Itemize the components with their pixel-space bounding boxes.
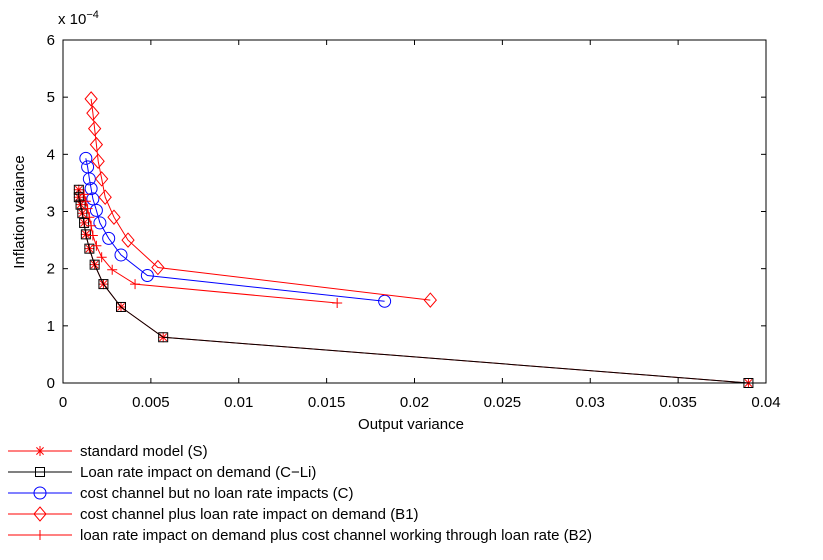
series-line-2	[78, 189, 749, 384]
y-axis-label: Inflation variance	[11, 155, 28, 268]
series-line-1	[78, 189, 749, 384]
plot-frame	[62, 39, 767, 384]
legend: standard model (S) Loan rate impact on de…	[8, 443, 592, 544]
legend-label: Loan rate impact on demand (C−Li)	[80, 464, 316, 481]
y-tick-label: 0	[47, 375, 55, 392]
data-point	[86, 192, 100, 206]
data-point	[81, 160, 95, 174]
data-point	[80, 196, 91, 207]
legend-item: cost channel plus loan rate impact on de…	[8, 506, 419, 523]
series-line-3	[85, 158, 385, 302]
legend-label: loan rate impact on demand plus cost cha…	[80, 527, 592, 544]
data-point	[158, 332, 169, 343]
data-point	[114, 248, 128, 262]
legend-item: standard model (S)	[8, 443, 208, 460]
legend-marker	[33, 486, 47, 500]
data-point	[332, 297, 343, 308]
data-point	[82, 203, 93, 214]
y-tick-label: 3	[47, 204, 55, 221]
data-point	[107, 209, 121, 225]
y-tick-label: 4	[47, 146, 55, 163]
y-scale-label: x 10−4	[58, 9, 99, 28]
data-point	[98, 189, 112, 205]
data-point	[73, 192, 84, 203]
legend-label: cost channel plus loan rate impact on de…	[80, 506, 419, 523]
legend-marker	[35, 467, 45, 477]
data-point	[84, 243, 95, 254]
x-tick-label: 0	[59, 394, 67, 411]
y-tick-label: 1	[47, 318, 55, 335]
legend-label: cost channel but no loan rate impacts (C…	[80, 485, 353, 502]
x-tick-label: 0.005	[132, 394, 170, 411]
axes: 0 0.005 0.01 0.015 0.02 0.025 0.03 0.035 0.04 0 1 2…	[47, 32, 781, 411]
data-point	[80, 229, 91, 240]
data-point	[93, 216, 107, 230]
legend-item: loan rate impact on demand plus cost cha…	[8, 527, 592, 544]
data-point	[96, 252, 107, 263]
series-2	[73, 184, 754, 388]
legend-item: cost channel but no loan rate impacts (C…	[8, 485, 353, 502]
y-scale-exponent: −4	[86, 9, 99, 21]
data-point	[95, 171, 109, 187]
x-tick-label: 0.035	[659, 394, 697, 411]
data-point	[91, 240, 102, 251]
data-point	[79, 189, 90, 200]
data-point	[73, 184, 84, 195]
x-tick-label: 0.015	[308, 394, 346, 411]
x-tick-label: 0.01	[224, 394, 253, 411]
data-point	[75, 199, 86, 210]
data-point	[89, 136, 104, 153]
data-point	[86, 105, 100, 121]
data-point	[86, 220, 97, 231]
series-1	[73, 184, 754, 388]
y-tick-label: 5	[47, 89, 55, 106]
data-point	[84, 212, 95, 223]
y-scale-base: x 10	[58, 11, 86, 28]
data-point	[378, 294, 392, 308]
legend-marker	[33, 506, 47, 522]
series-line-4	[90, 98, 431, 301]
y-tick-label: 2	[47, 261, 55, 278]
data-point	[115, 301, 126, 312]
legend-marker	[35, 530, 45, 540]
data-point	[423, 292, 437, 308]
legend-item: Loan rate impact on demand (C−Li)	[8, 464, 316, 481]
data-point	[84, 182, 98, 196]
x-tick-label: 0.025	[484, 394, 522, 411]
data-point	[130, 279, 141, 290]
data-point	[79, 217, 90, 228]
series-5	[79, 189, 343, 308]
data-point	[73, 184, 84, 195]
y-tick-label: 6	[47, 32, 55, 49]
x-tick-label: 0.03	[576, 394, 605, 411]
legend-marker	[35, 446, 45, 456]
data-point	[151, 259, 165, 276]
data-point	[98, 279, 109, 290]
x-tick-label: 0.02	[400, 394, 429, 411]
data-point	[121, 232, 135, 248]
x-axis-label: Output variance	[358, 416, 464, 433]
series-4	[84, 91, 437, 308]
data-point	[79, 151, 93, 165]
x-tick-label: 0.04	[751, 394, 780, 411]
data-point	[140, 269, 154, 283]
series-3	[79, 151, 392, 308]
plot-area	[73, 91, 754, 388]
data-point	[102, 231, 116, 245]
data-point	[87, 120, 102, 137]
data-point	[91, 153, 105, 169]
data-point	[107, 264, 118, 275]
data-point	[84, 91, 98, 107]
data-point	[89, 259, 100, 270]
data-point	[87, 230, 98, 241]
legend-label: standard model (S)	[80, 443, 208, 460]
